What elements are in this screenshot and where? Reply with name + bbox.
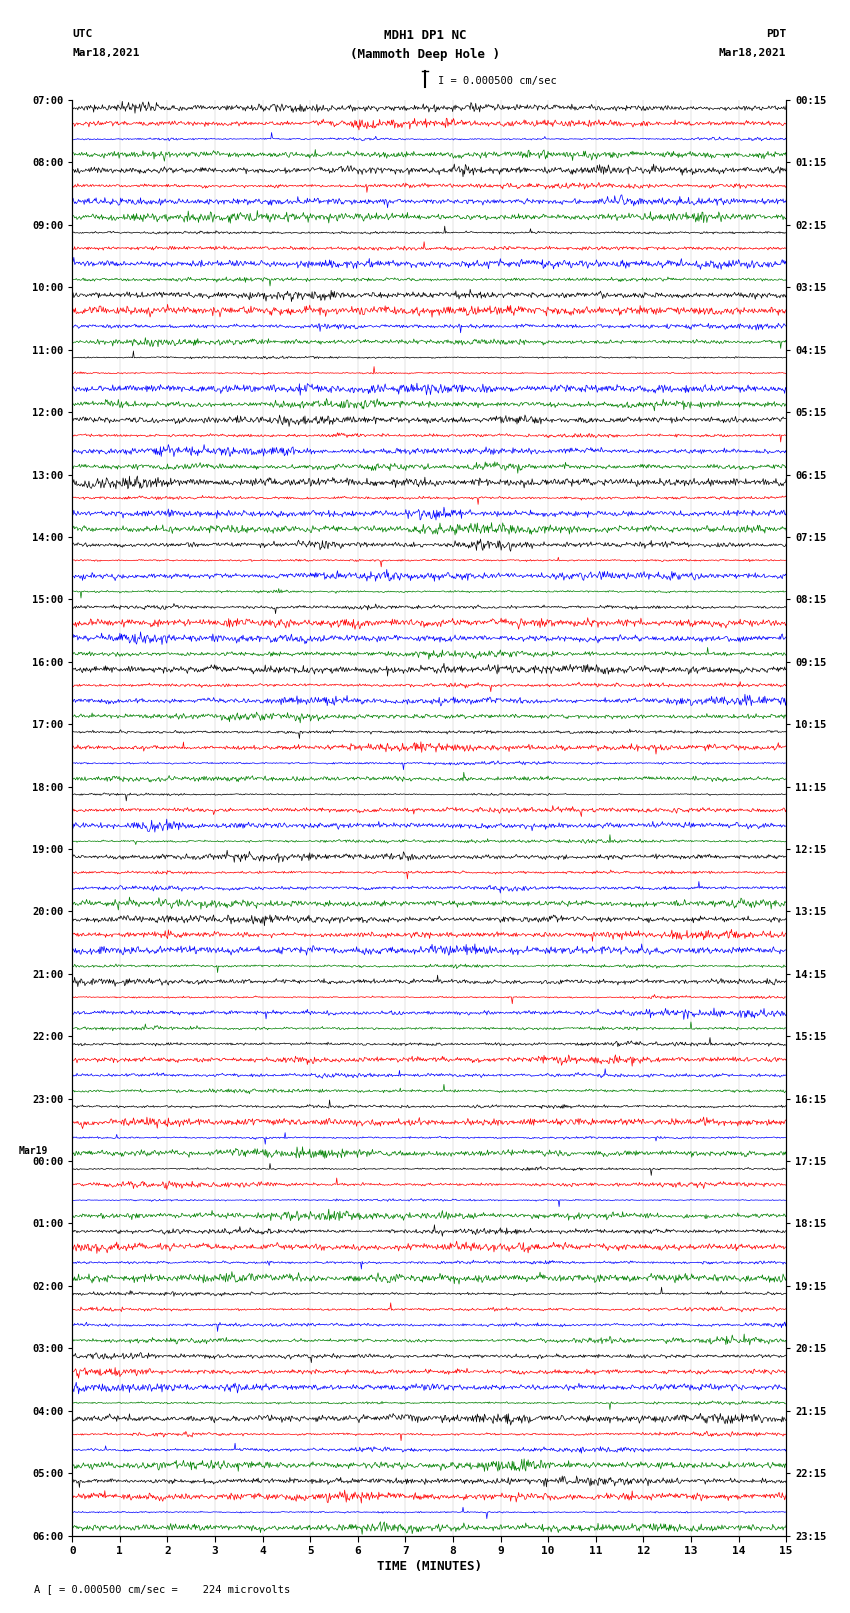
Text: MDH1 DP1 NC: MDH1 DP1 NC: [383, 29, 467, 42]
Text: PDT: PDT: [766, 29, 786, 39]
Text: A [ = 0.000500 cm/sec =    224 microvolts: A [ = 0.000500 cm/sec = 224 microvolts: [34, 1584, 290, 1594]
Text: Mar18,2021: Mar18,2021: [719, 48, 786, 58]
Text: (Mammoth Deep Hole ): (Mammoth Deep Hole ): [350, 48, 500, 61]
Text: Mar18,2021: Mar18,2021: [72, 48, 139, 58]
Text: I = 0.000500 cm/sec: I = 0.000500 cm/sec: [438, 76, 557, 85]
X-axis label: TIME (MINUTES): TIME (MINUTES): [377, 1560, 482, 1573]
Text: Mar19: Mar19: [19, 1147, 48, 1157]
Text: UTC: UTC: [72, 29, 93, 39]
